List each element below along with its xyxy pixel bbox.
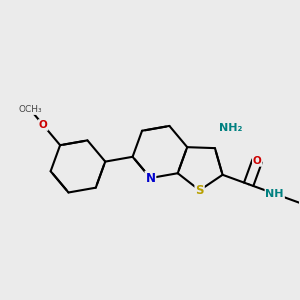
Text: O: O — [253, 156, 262, 166]
Text: O: O — [39, 120, 48, 130]
Text: S: S — [195, 184, 204, 197]
Text: NH₂: NH₂ — [219, 124, 242, 134]
Text: OCH₃: OCH₃ — [19, 105, 42, 114]
Text: N: N — [146, 172, 155, 184]
Text: NH: NH — [266, 189, 284, 199]
